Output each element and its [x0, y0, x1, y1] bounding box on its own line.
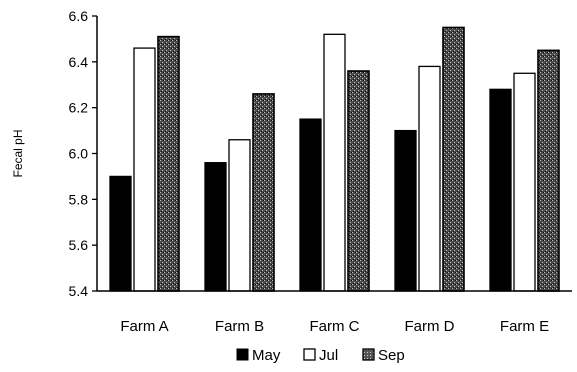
legend-swatch-sep	[362, 348, 375, 361]
legend-label-jul: Jul	[319, 347, 338, 364]
bar-may-farm-c	[299, 118, 322, 292]
y-tick-label: 5.6	[69, 237, 89, 253]
y-tick-label: 6.6	[69, 8, 89, 24]
bar-jul-farm-d	[418, 65, 441, 292]
axes	[96, 16, 572, 292]
x-category-label: Farm B	[215, 318, 264, 335]
y-axis-title-group: Fecal pH	[11, 129, 25, 177]
bar-jul-farm-c	[323, 33, 346, 292]
y-tick-label: 6.2	[69, 100, 89, 116]
bar-jul-farm-b	[228, 139, 251, 292]
y-axis-title: Fecal pH	[11, 129, 25, 177]
legend: May Jul Sep	[236, 347, 405, 364]
bar-sep-farm-a	[157, 35, 180, 292]
y-axis-ticks: 5.4 5.6 5.8 6.0 6.2 6.4 6.6	[69, 8, 97, 299]
x-category-label: Farm C	[310, 318, 360, 335]
legend-swatch-jul	[303, 348, 316, 361]
bar-may-farm-e	[489, 88, 512, 292]
x-axis-labels: Farm A Farm B Farm C Farm D Farm E	[120, 318, 549, 335]
bars-group	[109, 26, 560, 292]
bar-sep-farm-c	[347, 70, 370, 292]
bar-sep-farm-e	[537, 49, 560, 292]
legend-label-may: May	[252, 347, 281, 364]
bar-may-farm-d	[394, 129, 417, 292]
x-category-label: Farm D	[405, 318, 455, 335]
bar-sep-farm-d	[442, 26, 465, 292]
bar-jul-farm-e	[513, 72, 536, 292]
y-tick-label: 6.0	[69, 146, 89, 162]
y-tick-label: 6.4	[69, 54, 89, 70]
bar-may-farm-a	[109, 175, 132, 292]
legend-swatch-may	[236, 348, 249, 361]
y-tick-label: 5.4	[69, 283, 89, 299]
y-tick-label: 5.8	[69, 191, 89, 207]
bar-sep-farm-b	[252, 93, 275, 292]
bar-jul-farm-a	[133, 47, 156, 292]
x-category-label: Farm E	[500, 318, 549, 335]
x-category-label: Farm A	[120, 318, 168, 335]
bar-may-farm-b	[204, 162, 227, 292]
legend-label-sep: Sep	[378, 347, 405, 364]
